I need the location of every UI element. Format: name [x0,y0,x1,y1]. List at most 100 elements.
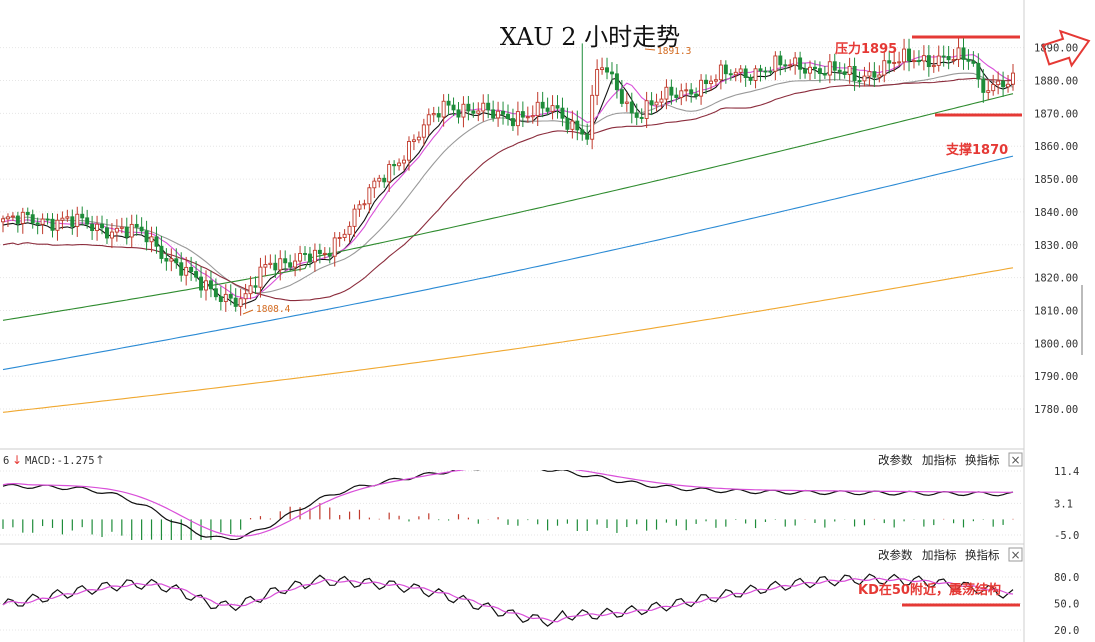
close-icon-glyph[interactable]: × [1010,548,1020,562]
low-label: 1808.4 [256,304,291,315]
candle-body [416,136,421,141]
candle-body [80,213,85,219]
add-indicator-button[interactable]: 加指标 [922,548,957,562]
candle-body [614,73,619,91]
candle-body [748,77,753,81]
candle-body [872,71,877,78]
candle-body [733,71,738,76]
candle-body [243,293,248,300]
y-tick-label: 1790.00 [1034,371,1078,383]
candle-body [971,60,976,64]
candle-body [694,93,699,97]
support-label: 支撑1870 [945,142,1008,158]
candle-body [35,222,40,225]
candle-body [704,79,709,85]
arrow-up-icon: ↑ [95,453,105,467]
candle-body [609,71,614,75]
candle-body [372,180,377,189]
candle-body [382,177,387,183]
candle-body [402,159,407,164]
candle-body [491,109,496,119]
candle-body [114,227,119,233]
candle-body [124,226,129,238]
candle-body [659,98,664,103]
candle-body [867,71,872,77]
y-tick-label: 80.0 [1054,572,1079,584]
candle-body [407,141,411,161]
candle-body [595,69,600,96]
change-params-button[interactable]: 改参数 [878,548,913,562]
candle-body [788,64,793,67]
close-icon[interactable] [1008,452,1023,467]
candle-body [20,211,25,224]
high-label-pointer [644,48,656,51]
candle-body [580,129,585,135]
candle-body [981,78,986,93]
candle-body [233,297,238,307]
y-tick-label: 1870.00 [1034,108,1078,120]
candle-body [877,74,882,78]
candle-body [525,116,530,119]
candle-body [946,56,951,61]
ma-line [2,155,1014,371]
candle-body [808,66,812,74]
candle-body [857,80,862,83]
candle-body [174,258,179,264]
candle-body [570,120,575,130]
candle-body [218,296,223,302]
candle-body [812,66,817,70]
candle-body [446,100,451,106]
close-icon[interactable] [1008,547,1023,562]
candle-body [758,68,763,72]
candle-body [387,164,392,183]
candle-body [55,219,60,231]
candle-body [1006,83,1011,88]
kd-y-ticks: 80.0 50.0 20.0 [1054,572,1079,637]
ma-line [2,57,1014,306]
candle-body [154,236,159,247]
y-tick-label: 20.0 [1054,625,1079,637]
candle-body [709,80,713,85]
switch-indicator-button[interactable]: 换指标 [965,453,1000,467]
candle-body [431,113,436,116]
candle-body [199,276,204,291]
candle-body [109,231,114,239]
candle-body [263,264,268,268]
change-params-button[interactable]: 改参数 [878,453,913,467]
candle-body [902,48,907,63]
candle-body [743,68,748,78]
candle-body [822,73,827,76]
candle-body [347,225,352,235]
candle-body [773,55,778,72]
switch-indicator-button[interactable]: 换指标 [965,548,1000,562]
candle-body [1001,80,1006,88]
ma-line [2,267,1014,413]
candle-body [852,66,857,82]
y-tick-label: 1860.00 [1034,141,1078,153]
candle-body [461,103,466,118]
y-tick-label: 1800.00 [1034,338,1078,350]
candle-body [921,55,926,62]
candle-body [501,110,506,115]
y-tick-label: 50.0 [1054,599,1079,611]
y-tick-label: 1840.00 [1034,207,1078,219]
candle-body [25,211,30,216]
main-grid [0,47,1024,410]
candle-body [689,89,694,95]
candle-body [555,105,560,109]
candle-body [253,285,258,288]
candle-body [60,217,65,221]
candle-body [996,80,1001,86]
candle-body [362,203,367,206]
candle-body [327,252,332,257]
candle-body [70,216,75,227]
candle-body [337,237,342,239]
candle-body [768,70,773,73]
close-icon-glyph[interactable]: × [1010,453,1020,467]
y-tick-label: 1780.00 [1034,404,1078,416]
candle-body [342,233,347,238]
candle-body [283,258,288,264]
add-indicator-button[interactable]: 加指标 [922,453,957,467]
candle-body [951,58,956,61]
candle-body [679,90,684,99]
